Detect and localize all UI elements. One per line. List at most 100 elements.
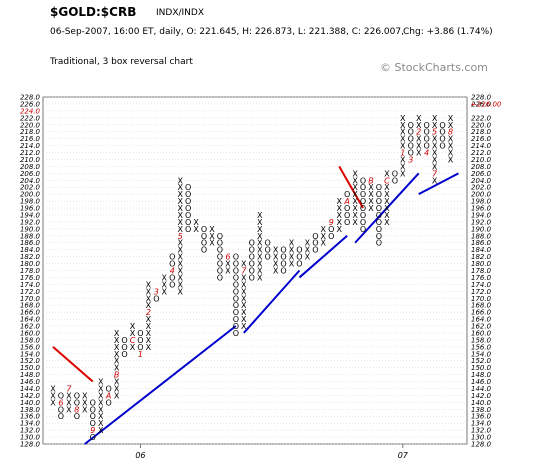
o-box: O <box>121 350 127 359</box>
x-box: X <box>50 391 56 400</box>
x-box: X <box>241 260 247 269</box>
o-box: O <box>249 267 255 276</box>
y-tick-label-right: 184.0 <box>471 246 492 254</box>
o-box: O <box>360 190 366 199</box>
o-box: O <box>439 135 445 144</box>
x-box: X <box>98 419 104 428</box>
x-box: X <box>432 114 438 123</box>
o-box: O <box>439 142 445 151</box>
y-tick-label-right: 190.0 <box>471 225 492 233</box>
y-tick-label-left: 156.0 <box>20 343 41 351</box>
x-box: X <box>98 391 104 400</box>
exchange-label: INDX/INDX <box>156 8 204 18</box>
y-tick-label-left: 140.0 <box>20 399 41 407</box>
o-box: O <box>185 197 191 206</box>
y-tick-label-left: 134.0 <box>20 420 41 428</box>
month-marker: B <box>368 176 374 185</box>
o-box: O <box>233 322 239 331</box>
o-box: O <box>280 260 286 269</box>
o-box: O <box>360 211 366 220</box>
x-box: X <box>162 287 168 296</box>
x-box: X <box>321 239 327 248</box>
x-box: X <box>98 398 104 407</box>
o-box: O <box>360 197 366 206</box>
y-tick-label-right: 222.0 <box>471 114 492 122</box>
o-box: O <box>137 343 143 352</box>
y-tick-label-left: 188.0 <box>20 232 41 240</box>
o-box: O <box>376 218 382 227</box>
o-box: O <box>312 239 318 248</box>
y-tick-label-right: 204.0 <box>471 177 492 185</box>
y-tick-label-left: 200.0 <box>20 191 41 199</box>
month-marker: 2 <box>416 128 421 137</box>
y-tick-label-right: 136.0 <box>471 413 492 421</box>
y-tick-label-left: 152.0 <box>20 357 41 365</box>
o-box: O <box>360 176 366 185</box>
x-box: X <box>82 398 88 407</box>
x-box: X <box>241 322 247 331</box>
x-box: X <box>336 211 342 220</box>
o-box: O <box>296 246 302 255</box>
x-box: X <box>416 142 422 151</box>
x-box: X <box>289 253 295 262</box>
x-box: X <box>177 280 183 289</box>
month-marker: 5 <box>432 128 437 137</box>
x-box: X <box>177 218 183 227</box>
o-box: O <box>376 204 382 213</box>
y-tick-label-right: 134.0 <box>471 420 492 428</box>
x-box: X <box>400 155 406 164</box>
o-box: O <box>249 253 255 262</box>
x-box: X <box>82 405 88 414</box>
o-box: O <box>408 142 414 151</box>
x-box: X <box>177 204 183 213</box>
y-tick-label-right: 152.0 <box>471 357 492 365</box>
o-box: O <box>185 218 191 227</box>
month-marker: 3 <box>154 287 159 296</box>
x-box: X <box>241 294 247 303</box>
o-box: O <box>408 135 414 144</box>
o-box: O <box>217 273 223 282</box>
x-box: X <box>384 218 390 227</box>
o-box: O <box>376 197 382 206</box>
y-tick-label-left: 202.0 <box>20 184 41 192</box>
x-box: X <box>146 294 152 303</box>
o-box: O <box>424 135 430 144</box>
o-box: O <box>90 419 96 428</box>
y-tick-label-right: 194.0 <box>471 211 492 219</box>
y-tick-label-right: 214.0 <box>471 142 492 150</box>
x-box: X <box>146 301 152 310</box>
y-tick-label-right: 168.0 <box>471 302 492 310</box>
x-box: X <box>98 426 104 435</box>
y-tick-label-left: 228.0 <box>20 94 41 102</box>
x-box: X <box>257 267 263 276</box>
o-box: O <box>360 225 366 234</box>
y-tick-label-right: 202.0 <box>471 184 492 192</box>
x-box: X <box>66 391 72 400</box>
x-box: X <box>177 239 183 248</box>
o-box: O <box>185 204 191 213</box>
month-marker: A <box>343 197 349 206</box>
y-tick-label-right: 172.0 <box>471 288 492 296</box>
x-box: X <box>225 260 231 269</box>
y-tick-label-left: 226.0 <box>20 100 41 108</box>
y-tick-label-right: 154.0 <box>471 350 492 358</box>
y-tick-label-left: 212.0 <box>20 149 41 157</box>
x-box: X <box>352 169 358 178</box>
o-box: O <box>249 273 255 282</box>
y-tick-label-right: 140.0 <box>471 399 492 407</box>
y-tick-label-left: 184.0 <box>20 246 41 254</box>
o-box: O <box>217 239 223 248</box>
y-tick-label-left: 132.0 <box>20 427 41 435</box>
y-tick-label-right: 160.0 <box>471 329 492 337</box>
y-tick-label-right: 158.0 <box>471 336 492 344</box>
month-marker: 7 <box>241 267 247 276</box>
support-trendline <box>243 269 301 334</box>
y-tick-label-left: 222.0 <box>20 114 41 122</box>
o-box: O <box>169 280 175 289</box>
o-box: O <box>328 232 334 241</box>
x-box: X <box>273 246 279 255</box>
x-box: X <box>114 357 120 366</box>
x-box: X <box>241 315 247 324</box>
y-tick-label-right: 226.0 <box>471 100 492 108</box>
y-tick-label-left: 210.0 <box>20 156 41 164</box>
